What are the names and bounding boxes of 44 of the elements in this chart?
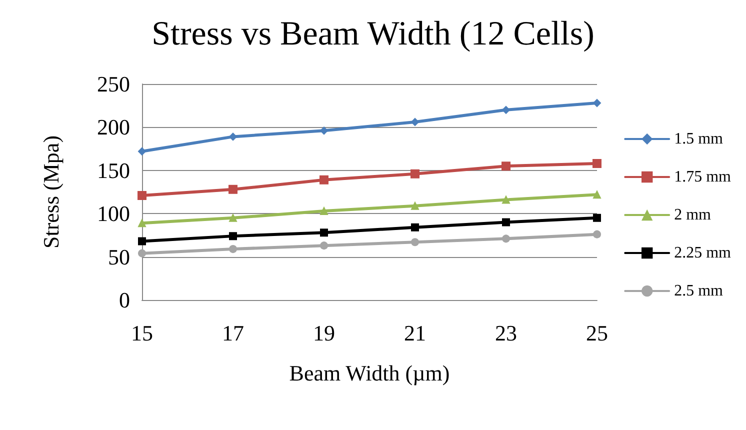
point [320,242,328,250]
point [593,230,601,238]
point [411,118,419,126]
point [411,202,419,210]
point [592,158,602,168]
point [502,162,510,171]
chart-title: Stress vs Beam Width (12 Cells) [152,16,594,52]
legend-label: 1.5 mm [674,130,724,148]
x-tick-label: 19 [313,320,335,346]
y-axis-title: Stress (Mpa) [38,135,64,249]
y-tick-label: 250 [97,72,130,96]
x-tick-label: 15 [131,320,153,346]
point [502,234,510,243]
point [320,126,328,135]
point [228,184,238,194]
x-tick-label: 21 [404,320,426,346]
point [593,190,601,199]
point [229,132,237,141]
point [138,219,146,228]
point [320,207,328,216]
point [411,238,419,246]
point [593,99,601,108]
x-tick-label: 23 [495,320,517,346]
y-tick-label: 150 [97,158,130,183]
legend-label: 2.5 mm [674,282,724,300]
y-tick-label: 100 [97,201,130,226]
point [138,190,146,200]
y-tick-label: 200 [97,114,130,140]
legend-label: 1.75 mm [674,168,732,186]
legend-label: 2 mm [674,206,712,224]
y-tick-label: 0 [119,288,130,312]
point [138,249,146,258]
point [229,214,237,222]
x-axis-title: Beam Width (µm) [289,360,450,386]
point [502,196,510,204]
point [320,175,328,184]
point [229,245,237,254]
point [138,147,146,156]
x-tick-label: 25 [586,320,608,346]
legend-label: 2.25 mm [674,244,732,262]
x-tick-label: 17 [222,320,244,346]
y-tick-label: 50 [108,244,130,270]
point [410,169,420,178]
point [502,106,510,114]
